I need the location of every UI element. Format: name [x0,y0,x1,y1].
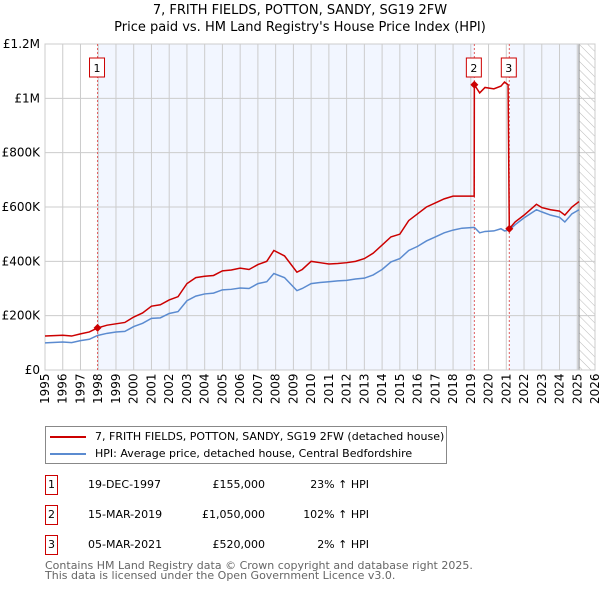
footer-line-2: This data is licensed under the Open Gov… [45,569,396,582]
x-tick-label: 1996 [56,373,70,404]
x-tick-label: 2002 [162,373,176,404]
x-tick-label: 2015 [393,373,407,404]
legend-property: 7, FRITH FIELDS, POTTON, SANDY, SG19 2FW… [95,430,445,443]
sale-date: 05-MAR-2021 [88,538,163,551]
x-tick-label: 2001 [144,373,158,404]
sale-hpi-diff: 102% ↑ HPI [303,508,369,521]
chart-subtitle: Price paid vs. HM Land Registry's House … [114,20,486,35]
x-tick-label: 2019 [464,373,478,404]
sale-price: £155,000 [212,478,266,491]
x-tick-label: 2003 [180,373,194,404]
price-chart: 1995 1996 1997 1998 1999 2000 2001 2002 2003 2004… [2,37,600,404]
legend-hpi: HPI: Average price, detached house, Cent… [95,447,413,460]
x-tick-label: 2005 [215,373,229,404]
x-tick-label: 2012 [340,373,354,404]
sale-marker [470,80,479,89]
y-tick-label: £600K [2,200,42,214]
x-tick-label: 2010 [304,373,318,404]
x-tick-label: 2016 [411,373,425,404]
y-tick-label: £200K [2,309,42,323]
sale-label: 2 [470,62,477,75]
footer-line-1: Contains HM Land Registry data © Crown c… [45,559,473,572]
x-tick-label: 2014 [375,373,389,404]
sale-marker [93,323,102,332]
chart-title: 7, FRITH FIELDS, POTTON, SANDY, SG19 2FW [152,3,448,18]
sale-date: 19-DEC-1997 [88,478,162,491]
sale-price: £1,050,000 [202,508,265,521]
plot-border [44,43,596,371]
x-tick-label: 2018 [446,373,460,404]
sale-row: 2 15-MAR-2019 £1,050,000 102% ↑ HPI [45,505,600,525]
x-tick-label: 2025 [570,373,584,404]
legend-blue-line [50,452,86,455]
x-tick-label: 1999 [109,373,123,404]
sale-number: 1 [45,475,58,495]
y-tick-label: £1M [14,91,40,105]
sale-hpi-diff: 2% ↑ HPI [317,538,369,551]
sale-row: 3 05-MAR-2021 £520,000 2% ↑ HPI [45,535,600,555]
sale-date: 15-MAR-2019 [88,508,163,521]
sale-label: 3 [505,62,512,75]
sale-label-box [465,57,482,78]
x-tick-label: 2011 [322,373,336,404]
x-tick-label: 1998 [91,373,105,404]
x-tick-label: 2006 [233,373,247,404]
y-tick-label: £0 [25,363,40,377]
hpi-line [44,208,580,344]
x-tick-label: 2009 [286,373,300,404]
sale-price: £520,000 [212,538,266,551]
x-tick-label: 2007 [251,373,265,404]
x-tick-label: 2024 [553,373,567,404]
legend-red-line [50,435,86,438]
x-tick-label: 2021 [499,373,513,404]
x-tick-label: 2013 [357,373,371,404]
legend: 7, FRITH FIELDS, POTTON, SANDY, SG19 2FW… [45,426,447,464]
sale-label-box [89,57,106,78]
sale-marker [505,224,514,233]
x-tick-label: 2022 [517,373,531,404]
y-tick-label: £1.2M [3,37,40,51]
sale-number: 3 [45,535,58,555]
sale-row: 1 19-DEC-1997 £155,000 23% ↑ HPI [45,475,600,495]
y-tick-label: £800K [2,146,42,160]
x-tick-label: 2008 [269,373,283,404]
property-line [44,81,580,337]
x-tick-label: 2017 [428,373,442,404]
sale-number: 2 [45,505,58,525]
x-tick-label: 2004 [198,373,212,404]
x-tick-label: 2023 [535,373,549,404]
footer: Contains HM Land Registry data © Crown c… [45,559,473,582]
y-tick-label: £400K [2,254,42,268]
x-tick-label: 1995 [38,373,52,404]
sale-label-box [500,57,517,78]
x-tick-label: 1997 [73,373,87,404]
x-tick-label: 2020 [482,373,496,404]
sale-label: 1 [94,62,101,75]
x-tick-label: 2000 [127,373,141,404]
sale-hpi-diff: 23% ↑ HPI [310,478,369,491]
x-tick-label: 2026 [588,373,600,404]
